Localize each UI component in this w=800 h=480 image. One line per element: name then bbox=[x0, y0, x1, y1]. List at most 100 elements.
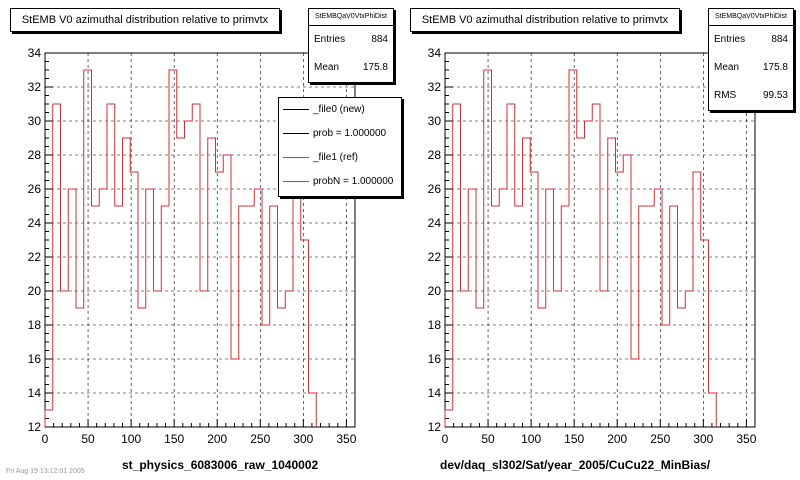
right-stats-entries-row: Entries 884 bbox=[709, 26, 793, 54]
histogram-bin bbox=[169, 70, 177, 427]
y-tick-label: 20 bbox=[28, 284, 42, 298]
mean-label: Mean bbox=[714, 62, 740, 73]
histogram-bin bbox=[192, 104, 200, 427]
histogram-bin bbox=[154, 291, 162, 427]
histogram-bin bbox=[445, 410, 453, 427]
right-histogram-plot: 0 50 100 150 200 250 300 350 12 14 16 18 20 22 24 26 28 3… bbox=[428, 46, 757, 446]
left-histogram-title: StEMB V0 azimuthal distribution relative… bbox=[10, 8, 280, 32]
histogram-bin bbox=[647, 206, 655, 427]
x-tick-label: 50 bbox=[81, 432, 95, 446]
histogram-bin bbox=[239, 206, 247, 427]
histogram-bin bbox=[177, 138, 185, 427]
legend-swatch bbox=[283, 157, 309, 158]
histogram-bin bbox=[107, 104, 115, 427]
y-tick-label: 26 bbox=[428, 182, 442, 196]
y-tick-label: 28 bbox=[28, 148, 42, 162]
histogram-bin bbox=[577, 138, 585, 427]
rms-value: 99.53 bbox=[762, 90, 788, 101]
histogram-bin bbox=[530, 172, 538, 427]
y-tick-label: 14 bbox=[28, 386, 42, 400]
histogram-bin bbox=[701, 240, 709, 427]
legend-swatch bbox=[283, 133, 309, 134]
histogram-bin bbox=[709, 393, 717, 427]
y-tick-label: 18 bbox=[428, 318, 442, 332]
histogram-bin bbox=[53, 104, 61, 427]
mean-label: Mean bbox=[314, 62, 340, 73]
histogram-bin bbox=[84, 70, 92, 427]
histogram-bin bbox=[693, 172, 701, 427]
y-tick-label: 30 bbox=[428, 114, 442, 128]
histogram-bin bbox=[301, 240, 309, 427]
left-stats-name: StEMBQaV0VtxPhiDist bbox=[309, 9, 393, 26]
histogram-bin bbox=[585, 121, 593, 427]
x-tick-label: 350 bbox=[736, 432, 756, 446]
y-tick-label: 16 bbox=[28, 352, 42, 366]
right-stats-mean-row: Mean 175.8 bbox=[709, 54, 793, 82]
histogram-bin bbox=[99, 189, 107, 427]
histogram-bin bbox=[92, 206, 100, 427]
x-tick-label: 100 bbox=[521, 432, 541, 446]
x-tick-label: 0 bbox=[42, 432, 49, 446]
histogram-bin bbox=[285, 291, 293, 427]
histogram-bin bbox=[554, 291, 562, 427]
histogram-bin bbox=[492, 206, 500, 427]
histogram-bin bbox=[278, 308, 286, 427]
x-tick-label: 150 bbox=[564, 432, 584, 446]
legend-swatch bbox=[283, 181, 309, 182]
left-stats-box[interactable]: StEMBQaV0VtxPhiDist Entries 884 Mean 175… bbox=[308, 8, 394, 83]
x-tick-label: 250 bbox=[650, 432, 670, 446]
y-tick-label: 32 bbox=[428, 80, 442, 94]
histogram-bin bbox=[138, 308, 146, 427]
x-tick-label: 200 bbox=[207, 432, 227, 446]
x-tick-label: 100 bbox=[121, 432, 141, 446]
histogram-bin bbox=[507, 104, 515, 427]
histogram-bin bbox=[293, 172, 301, 427]
histogram-bin bbox=[146, 189, 154, 427]
y-tick-label: 24 bbox=[28, 216, 42, 230]
right-stats-box[interactable]: StEMBQaV0VtxPhiDist Entries 884 Mean 175… bbox=[708, 8, 794, 111]
x-tick-label: 150 bbox=[164, 432, 184, 446]
histogram-bin bbox=[254, 189, 262, 427]
histogram-bin bbox=[538, 308, 546, 427]
histogram-bin bbox=[546, 189, 554, 427]
histogram-bin bbox=[247, 206, 255, 427]
histogram-bin bbox=[231, 359, 239, 427]
rms-label: RMS bbox=[714, 90, 737, 101]
y-tick-label: 18 bbox=[28, 318, 42, 332]
histogram-bin bbox=[76, 308, 84, 427]
x-tick-label: 300 bbox=[293, 432, 313, 446]
left-histogram-plot: 0 50 100 150 200 250 300 350 12 14 16 18 20 22 24 26 28 3… bbox=[28, 46, 357, 446]
histogram-bin bbox=[200, 291, 208, 427]
legend-label: _file1 (ref) bbox=[313, 152, 359, 163]
timestamp-footer: Fri Aug 19 13:12:01 2005 bbox=[6, 468, 85, 475]
histogram-bin bbox=[662, 325, 670, 427]
x-tick-label: 200 bbox=[607, 432, 627, 446]
histogram-bin bbox=[115, 206, 123, 427]
y-tick-label: 22 bbox=[28, 250, 42, 264]
histogram-bin bbox=[123, 138, 131, 427]
entries-value: 884 bbox=[371, 34, 388, 45]
histogram-bin bbox=[685, 291, 693, 427]
x-tick-label: 250 bbox=[250, 432, 270, 446]
histogram-bin bbox=[600, 291, 608, 427]
histogram-bin bbox=[208, 138, 216, 427]
histogram-bin bbox=[484, 70, 492, 427]
legend-entry-file0: _file0 (new) bbox=[279, 98, 401, 122]
legend-label: probN = 1.000000 bbox=[313, 176, 394, 187]
mean-value: 175.8 bbox=[362, 62, 388, 73]
histogram-bin bbox=[523, 138, 531, 427]
left-stats-mean-row: Mean 175.8 bbox=[309, 54, 393, 82]
histogram-bin bbox=[569, 70, 577, 427]
legend-box[interactable]: _file0 (new) prob = 1.000000 _file1 (ref… bbox=[278, 97, 402, 197]
y-tick-label: 34 bbox=[28, 46, 42, 60]
y-tick-label: 20 bbox=[428, 284, 442, 298]
entries-label: Entries bbox=[714, 34, 746, 45]
y-tick-label: 12 bbox=[428, 420, 442, 434]
histogram-bin bbox=[468, 189, 476, 427]
y-tick-label: 22 bbox=[428, 250, 442, 264]
y-tick-label: 12 bbox=[28, 420, 42, 434]
histogram-bin bbox=[631, 359, 639, 427]
histogram-bin bbox=[515, 206, 523, 427]
histogram-bin bbox=[270, 206, 278, 427]
y-tick-label: 28 bbox=[428, 148, 442, 162]
